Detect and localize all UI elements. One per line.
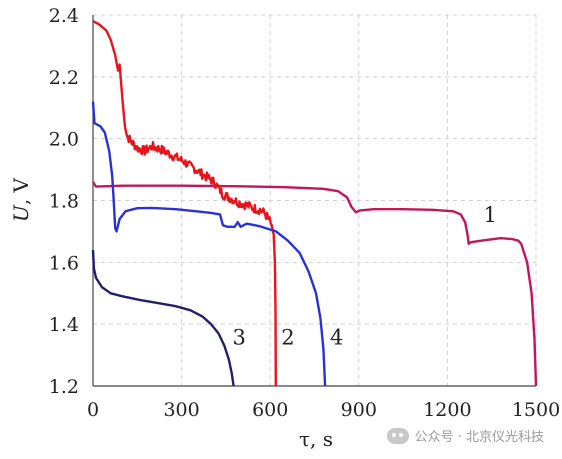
y-tick-label: 1.4 [49, 314, 79, 336]
x-tick-label: 900 [341, 399, 377, 421]
series-line-1 [91, 181, 538, 387]
y-tick-label: 2.0 [49, 129, 79, 151]
y-tick-label: 2.4 [49, 5, 79, 27]
curve-label-1: 1 [484, 203, 497, 227]
x-tick-label: 600 [252, 399, 288, 421]
y-tick-label: 2.2 [49, 67, 79, 89]
grid [93, 14, 537, 386]
x-tick-label: 1500 [512, 399, 560, 421]
series-line-2 [92, 20, 277, 387]
x-axis-title: τ, s [299, 427, 333, 451]
series [91, 20, 538, 387]
y-axis-title-unit: , V [9, 177, 33, 205]
series-line-3 [91, 249, 235, 387]
x-tick-label: 300 [163, 399, 199, 421]
wechat-icon [386, 427, 409, 444]
axes: 0 300 600 900 1200 1500 1.2 1.4 1.6 1.8 2.0 2.2 2.4 [49, 5, 560, 421]
curve-label-4: 4 [330, 325, 343, 349]
watermark: 公众号 · 北京仪光科技 [386, 426, 544, 445]
y-axis-title-symbol: U [9, 204, 33, 222]
series-line-4 [91, 101, 327, 387]
y-axis-title: U, V [9, 177, 33, 222]
y-tick-label: 1.2 [49, 376, 79, 398]
x-tick-label: 1200 [423, 399, 471, 421]
y-tick-label: 1.8 [49, 191, 79, 213]
y-tick-label: 1.6 [49, 252, 79, 274]
curve-label-3: 3 [233, 325, 246, 349]
labels: 1 2 3 4 [233, 203, 497, 349]
watermark-text: 公众号 · 北京仪光科技 [414, 430, 544, 445]
curve-label-2: 2 [281, 325, 294, 349]
x-tick-label: 0 [87, 399, 99, 421]
